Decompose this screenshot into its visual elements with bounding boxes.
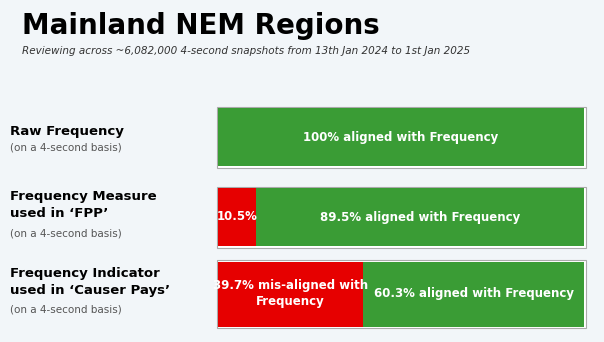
Bar	[216, 106, 585, 168]
Bar	[218, 188, 257, 246]
Text: 10.5%: 10.5%	[217, 210, 258, 224]
Text: 39.7% mis-aligned with
Frequency: 39.7% mis-aligned with Frequency	[213, 279, 368, 308]
Text: (on a 4-second basis): (on a 4-second basis)	[10, 305, 122, 315]
Text: (on a 4-second basis): (on a 4-second basis)	[10, 142, 122, 152]
Text: Frequency Indicator
used in ‘Causer Pays’: Frequency Indicator used in ‘Causer Pays…	[10, 267, 170, 297]
Bar	[218, 108, 584, 166]
Bar	[363, 262, 584, 327]
Text: Mainland NEM Regions: Mainland NEM Regions	[22, 12, 380, 40]
Text: Raw Frequency: Raw Frequency	[10, 124, 124, 137]
Text: 100% aligned with Frequency: 100% aligned with Frequency	[303, 131, 499, 144]
Bar	[216, 260, 585, 328]
Text: 89.5% aligned with Frequency: 89.5% aligned with Frequency	[320, 210, 520, 224]
Text: Reviewing across ~6,082,000 4-second snapshots from 13th Jan 2024 to 1st Jan 202: Reviewing across ~6,082,000 4-second sna…	[22, 46, 470, 56]
Bar	[257, 188, 584, 246]
Bar	[218, 262, 363, 327]
Text: 60.3% aligned with Frequency: 60.3% aligned with Frequency	[374, 288, 574, 301]
Text: Frequency Measure
used in ‘FPP’: Frequency Measure used in ‘FPP’	[10, 190, 156, 220]
Bar	[216, 186, 585, 248]
Text: (on a 4-second basis): (on a 4-second basis)	[10, 228, 122, 238]
